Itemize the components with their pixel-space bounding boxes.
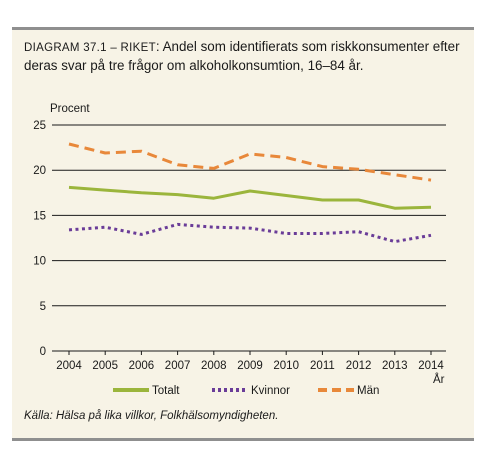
y-tick-labels: 0 5 10 15 20 25 [33,120,46,358]
x-tick-label: 2007 [165,360,191,372]
x-tick-label: 2014 [418,360,444,372]
y-tick-label: 5 [40,301,46,313]
series-line-totalt [68,185,432,210]
x-tick-labels: 2004 2005 2006 2007 2008 2009 2010 2011 2012 2013… [56,351,444,372]
x-axis-label: År [433,373,445,386]
legend-label: Män [357,385,379,397]
legend-label: Totalt [152,385,180,397]
y-tick-label: 20 [33,165,46,177]
x-tick-label: 2011 [310,360,335,372]
y-tick-label: 15 [33,210,46,222]
x-tick-label: 2012 [346,360,372,372]
series-lines [68,142,432,244]
chart-panel [12,28,474,441]
series-line-män [68,142,432,182]
top-rule [12,27,474,30]
y-tick-label: 25 [33,120,46,132]
x-tick-label: 2013 [382,360,408,372]
y-tick-label: 0 [40,346,46,358]
x-tick-label: 2006 [129,360,155,372]
x-tick-label: 2005 [92,360,118,372]
title-text: : Andel som identifierats som riskkonsum… [24,39,460,73]
x-tick-label: 2008 [201,360,227,372]
gridlines [52,124,446,352]
x-tick-label: 2009 [237,360,263,372]
series-line-kvinnor [68,222,432,244]
y-tick-label: 10 [33,256,46,268]
legend: Totalt Kvinnor Män [113,385,379,397]
diagram-label: DIAGRAM 37.1 – RIKET [24,42,156,54]
chart-title: DIAGRAM 37.1 – RIKET: Andel som identifi… [24,38,464,75]
x-tick-label: 2010 [273,360,299,372]
y-axis-label: Procent [50,103,90,115]
bottom-rule [12,438,474,441]
x-tick-label: 2004 [56,360,82,372]
source-note: Källa: Hälsa på lika villkor, Folkhälsom… [24,410,279,422]
legend-label: Kvinnor [251,385,290,397]
